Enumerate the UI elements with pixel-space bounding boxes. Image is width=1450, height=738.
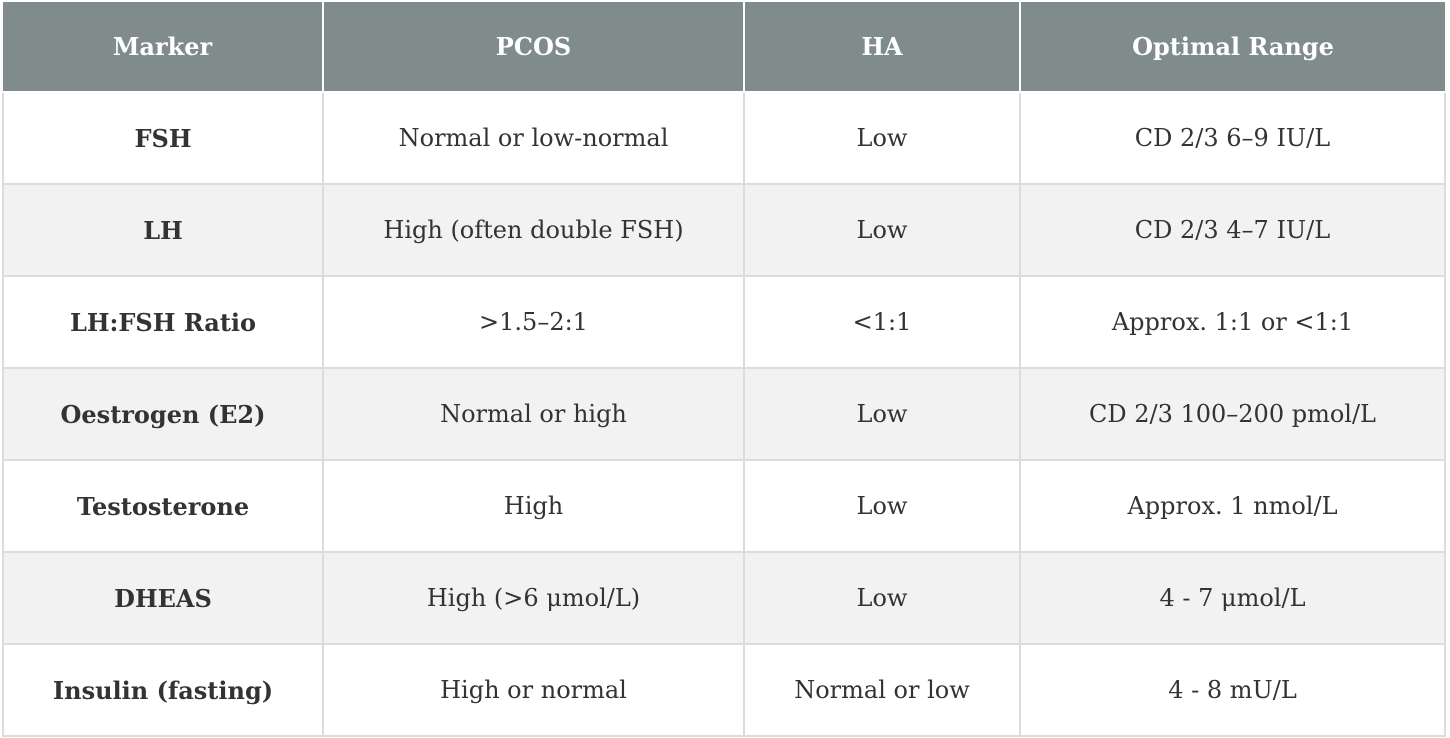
- ha-cell: <1:1: [743, 275, 1021, 369]
- table-row: LH High (often double FSH) Low CD 2/3 4–…: [2, 183, 1446, 277]
- optimal-range-cell: 4 - 7 μmol/L: [1019, 551, 1446, 645]
- pcos-cell: High: [322, 459, 745, 553]
- header-pcos: PCOS: [322, 2, 745, 93]
- marker-cell: FSH: [2, 91, 324, 185]
- table-row: FSH Normal or low-normal Low CD 2/3 6–9 …: [2, 91, 1446, 185]
- pcos-cell: High (often double FSH): [322, 183, 745, 277]
- table-body: FSH Normal or low-normal Low CD 2/3 6–9 …: [2, 91, 1446, 737]
- header-row: Marker PCOS HA Optimal Range: [3, 2, 1445, 93]
- ha-cell: Low: [743, 91, 1021, 185]
- pcos-cell: Normal or low-normal: [322, 91, 745, 185]
- pcos-cell: High or normal: [322, 643, 745, 737]
- optimal-range-cell: Approx. 1 nmol/L: [1019, 459, 1446, 553]
- marker-cell: Oestrogen (E2): [2, 367, 324, 461]
- table-row: Testosterone High Low Approx. 1 nmol/L: [2, 459, 1446, 553]
- optimal-range-cell: Approx. 1:1 or <1:1: [1019, 275, 1446, 369]
- marker-cell: LH: [2, 183, 324, 277]
- table-row: Insulin (fasting) High or normal Normal …: [2, 643, 1446, 737]
- ha-cell: Low: [743, 367, 1021, 461]
- table-row: DHEAS High (>6 μmol/L) Low 4 - 7 μmol/L: [2, 551, 1446, 645]
- table-header: Marker PCOS HA Optimal Range: [3, 2, 1445, 93]
- pcos-cell: High (>6 μmol/L): [322, 551, 745, 645]
- header-marker: Marker: [3, 2, 324, 93]
- ha-cell: Low: [743, 459, 1021, 553]
- ha-cell: Low: [743, 183, 1021, 277]
- header-ha: HA: [743, 2, 1021, 93]
- table-row: Oestrogen (E2) Normal or high Low CD 2/3…: [2, 367, 1446, 461]
- marker-cell: Insulin (fasting): [2, 643, 324, 737]
- optimal-range-cell: CD 2/3 4–7 IU/L: [1019, 183, 1446, 277]
- header-optimal-range: Optimal Range: [1019, 2, 1445, 93]
- pcos-cell: Normal or high: [322, 367, 745, 461]
- marker-cell: LH:FSH Ratio: [2, 275, 324, 369]
- optimal-range-cell: 4 - 8 mU/L: [1019, 643, 1446, 737]
- marker-cell: DHEAS: [2, 551, 324, 645]
- optimal-range-cell: CD 2/3 6–9 IU/L: [1019, 91, 1446, 185]
- marker-cell: Testosterone: [2, 459, 324, 553]
- optimal-range-cell: CD 2/3 100–200 pmol/L: [1019, 367, 1446, 461]
- table-row: LH:FSH Ratio >1.5–2:1 <1:1 Approx. 1:1 o…: [2, 275, 1446, 369]
- ha-cell: Normal or low: [743, 643, 1021, 737]
- pcos-cell: >1.5–2:1: [322, 275, 745, 369]
- ha-cell: Low: [743, 551, 1021, 645]
